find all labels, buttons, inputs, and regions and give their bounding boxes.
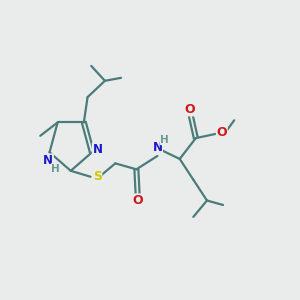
Text: O: O [217, 126, 227, 139]
Text: N: N [152, 141, 162, 154]
Text: O: O [184, 103, 195, 116]
Text: H: H [51, 164, 60, 174]
Text: H: H [160, 135, 169, 145]
Text: N: N [92, 143, 102, 156]
Text: N: N [43, 154, 53, 167]
Text: S: S [93, 170, 102, 183]
Text: O: O [132, 194, 143, 207]
